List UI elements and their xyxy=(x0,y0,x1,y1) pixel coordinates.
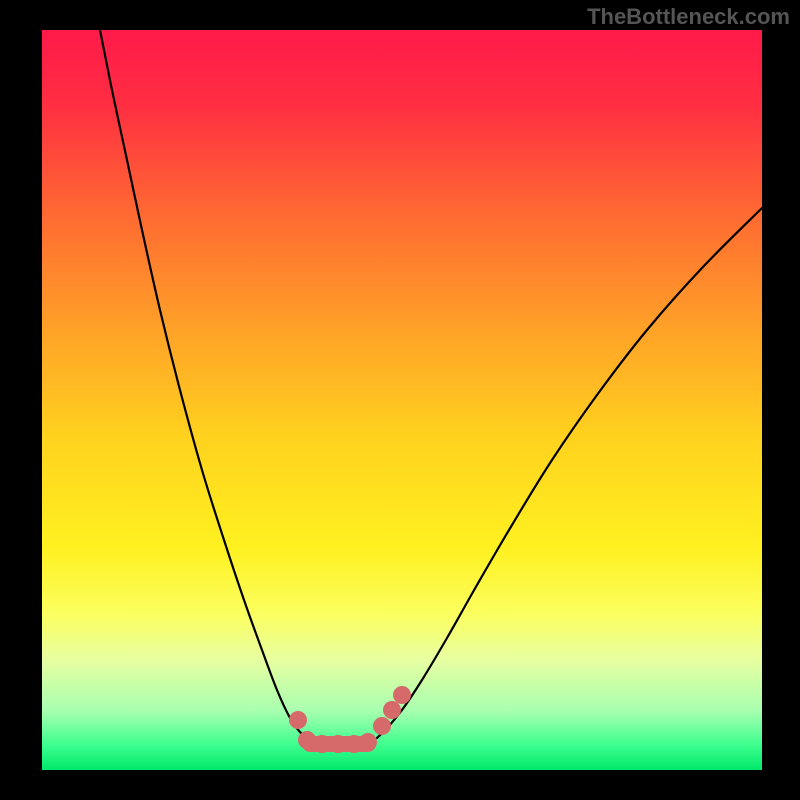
curve-layer xyxy=(42,30,762,770)
valley-markers xyxy=(289,686,411,753)
watermark-text: TheBottleneck.com xyxy=(587,4,790,30)
curve-right-branch xyxy=(377,208,762,738)
marker-point xyxy=(313,735,331,753)
marker-point xyxy=(289,711,307,729)
marker-point xyxy=(383,701,401,719)
marker-point xyxy=(393,686,411,704)
marker-point xyxy=(359,733,377,751)
chart-plot-area xyxy=(42,30,762,770)
marker-point xyxy=(329,735,347,753)
curve-left-branch xyxy=(100,30,307,738)
marker-point xyxy=(373,717,391,735)
